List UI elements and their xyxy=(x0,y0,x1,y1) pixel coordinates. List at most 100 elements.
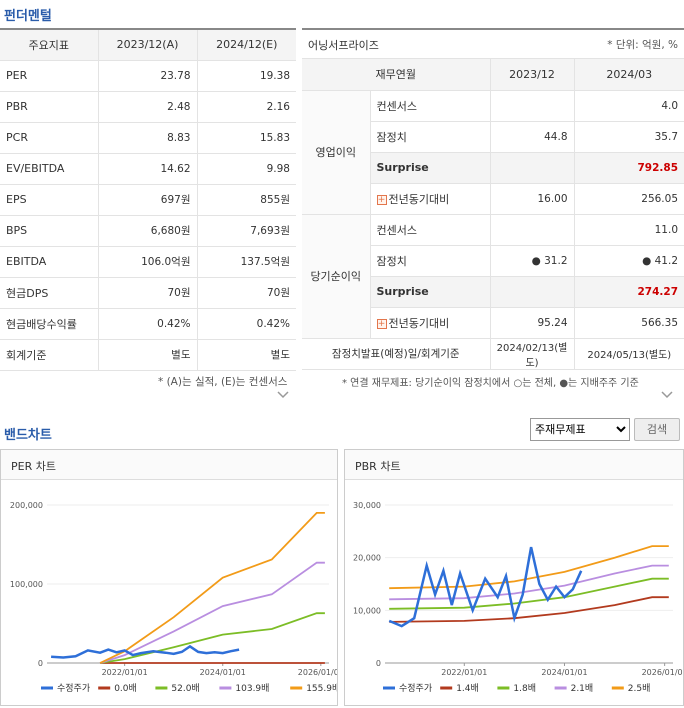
row-value-2: 566.35 xyxy=(573,307,684,339)
legend-label: 수정주가 xyxy=(399,683,432,694)
table-row: 당기순이익 컨센서스 11.0 xyxy=(302,214,684,339)
x-tick-label: 2022/01/01 xyxy=(441,668,487,677)
row-value-1 xyxy=(489,276,575,308)
y-tick-label: 200,000 xyxy=(10,501,43,510)
row-value-estimate: 19.38 xyxy=(197,60,296,92)
row-value-actual: 6,680원 xyxy=(98,215,198,247)
series-line xyxy=(388,546,583,628)
row-value-estimate: 2.16 xyxy=(197,91,296,123)
search-button[interactable]: 검색 xyxy=(634,418,680,441)
series-line xyxy=(51,644,240,659)
row-value-1 xyxy=(489,90,575,122)
row-value-estimate: 0.42% xyxy=(197,308,296,340)
col-header: 2024/12(E) xyxy=(196,29,296,61)
row-label: 컨센서스 xyxy=(370,214,491,246)
row-label: 현금배당수익률 xyxy=(0,308,99,340)
group-label: 당기순이익 xyxy=(302,214,371,339)
legend-label: 2.5배 xyxy=(628,683,651,694)
row-value-actual: 14.62 xyxy=(98,153,198,185)
earnings-company: 어닝서프라이즈 xyxy=(308,39,379,52)
row-label: 잠정치 xyxy=(370,121,491,153)
table-row: 영업이익 컨센서스 4.0 xyxy=(302,90,684,215)
table-row: BPS 6,680원 7,693원 xyxy=(0,215,296,247)
row-value-estimate: 별도 xyxy=(197,339,296,371)
col-header: 2023/12(A) xyxy=(97,29,197,61)
row-label: PCR xyxy=(0,122,99,154)
row-value-2: 2024/05/13(별도) xyxy=(573,338,684,370)
band-title: 밴드차트 xyxy=(4,428,52,443)
row-value-1: 16.00 xyxy=(489,183,575,215)
table-row: Surprise 274.27 xyxy=(302,276,684,308)
row-value-actual: 106.0억원 xyxy=(98,246,198,278)
table-row: 잠정치 ● 31.2 ● 41.2 xyxy=(302,245,684,277)
row-value-1 xyxy=(489,214,575,246)
per-chart-title: PER 차트 xyxy=(1,450,337,480)
per-chart-panel: PER 차트 0 100,000 200,000 2022/01/01 2024/01/… xyxy=(0,449,344,706)
series-line xyxy=(99,612,325,664)
row-label: 잠정치 xyxy=(370,245,491,277)
table-row: PER 23.78 19.38 xyxy=(0,60,296,92)
table-row: EPS 697원 855원 xyxy=(0,184,296,216)
series-line xyxy=(389,564,669,601)
row-value-2: 4.0 xyxy=(573,90,684,122)
row-value-2: 11.0 xyxy=(573,214,684,246)
financial-statement-select[interactable]: 주재무제표 xyxy=(530,418,630,441)
legend-label: 52.0배 xyxy=(171,683,199,694)
row-label: Surprise xyxy=(370,152,491,184)
series-line xyxy=(99,561,325,664)
row-value-actual: 23.78 xyxy=(98,60,198,92)
legend-label: 0.0배 xyxy=(114,683,137,694)
fundamental-note: * (A)는 실적, (E)는 컨센서스 xyxy=(158,376,288,388)
row-value-actual: 697원 xyxy=(98,184,198,216)
table-row: Surprise 792.85 xyxy=(302,152,684,184)
row-value-estimate: 7,693원 xyxy=(197,215,296,247)
row-label: BPS xyxy=(0,215,99,247)
col-header: 주요지표 xyxy=(0,29,98,61)
earnings-note: * 연결 재무제표: 당기순이익 잠정치에서 ○는 전체, ●는 지배주주 기준 xyxy=(342,378,639,389)
series-line xyxy=(99,512,325,664)
row-value-estimate: 70원 xyxy=(197,277,296,309)
row-value-1: 2024/02/13(별도) xyxy=(489,338,575,370)
row-value-estimate: 855원 xyxy=(197,184,296,216)
table-row: PCR 8.83 15.83 xyxy=(0,122,296,154)
row-label: 회계기준 xyxy=(0,339,99,371)
earnings-header: 어닝서프라이즈 * 단위: 억원, % xyxy=(302,28,684,59)
row-value-2: 256.05 xyxy=(573,183,684,215)
plus-icon[interactable]: + xyxy=(376,318,387,329)
x-tick-label: 2026/01/01 xyxy=(642,668,683,677)
fundamental-table: 주요지표 2023/12(A) 2024/12(E) PER 23.78 19.38… xyxy=(0,28,296,371)
row-value-actual: 2.48 xyxy=(98,91,198,123)
row-value-1: 44.8 xyxy=(489,121,575,153)
table-row: + 전년동기대비 16.00 256.05 xyxy=(302,183,684,215)
pbr-chart: 0 10,000 20,000 30,000 2022/01/01 2024/01/01 2… xyxy=(353,501,684,694)
table-row: 회계기준 별도 별도 xyxy=(0,339,296,371)
col-header: 2023/12 xyxy=(489,59,575,91)
row-label: Surprise xyxy=(370,276,491,308)
row-label: PBR xyxy=(0,91,99,123)
y-tick-label: 30,000 xyxy=(353,501,381,510)
row-value-1: ● 31.2 xyxy=(489,245,575,277)
row-value-estimate: 9.98 xyxy=(197,153,296,185)
row-label: + 전년동기대비 xyxy=(370,183,491,215)
chevron-down-icon[interactable] xyxy=(660,388,674,402)
row-value-estimate: 137.5억원 xyxy=(197,246,296,278)
plus-icon[interactable]: + xyxy=(376,194,387,205)
row-value-actual: 0.42% xyxy=(98,308,198,340)
pbr-chart-panel: PBR 차트 0 10,000 20,000 30,000 2022/01/01 2024… xyxy=(344,449,684,706)
fundamental-title: 펀더멘털 xyxy=(4,9,52,24)
row-value-2: 274.27 xyxy=(573,276,684,308)
row-value-estimate: 15.83 xyxy=(197,122,296,154)
y-tick-label: 10,000 xyxy=(353,606,381,615)
legend-label: 155.9배 xyxy=(306,683,337,694)
row-value-2: ● 41.2 xyxy=(573,245,684,277)
row-label: EV/EBITDA xyxy=(0,153,99,185)
earnings-unit: * 단위: 억원, % xyxy=(607,39,678,51)
legend-label: 1.8배 xyxy=(513,683,536,694)
row-label: 현금DPS xyxy=(0,277,99,309)
legend-label: 수정주가 xyxy=(57,683,90,694)
per-chart: 0 100,000 200,000 2022/01/01 2024/01/01 2026/… xyxy=(10,501,344,694)
legend-label: 2.1배 xyxy=(571,683,594,694)
x-tick-label: 2024/01/01 xyxy=(200,668,246,677)
chevron-down-icon[interactable] xyxy=(276,388,290,402)
row-label: 잠정치발표(예정)일/회계기준 xyxy=(302,338,491,370)
